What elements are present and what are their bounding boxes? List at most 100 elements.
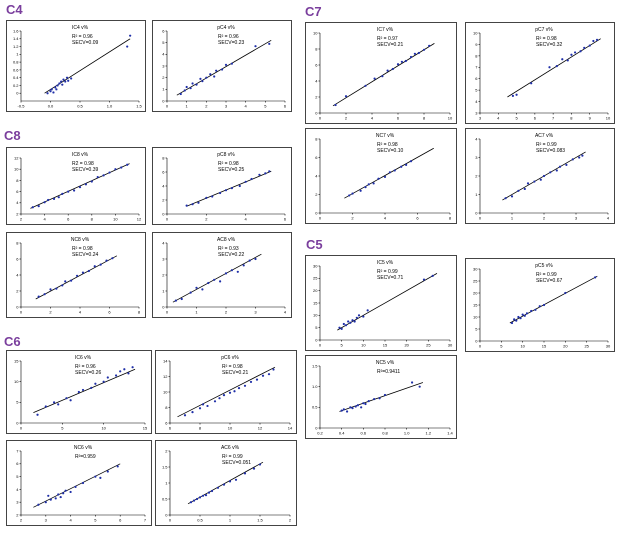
chart-title: NC5 v% (376, 360, 395, 366)
y-tick-label: 5 (475, 88, 478, 93)
x-tick-label: 2 (225, 310, 228, 315)
data-point (372, 182, 375, 185)
data-point (58, 82, 61, 85)
data-point (127, 372, 130, 375)
data-point (356, 404, 360, 407)
data-point (54, 497, 57, 500)
data-point (189, 87, 192, 90)
data-point (183, 414, 187, 417)
data-point (367, 400, 370, 403)
data-point (93, 265, 96, 268)
data-point (129, 34, 132, 37)
y-tick-label: 7 (475, 65, 478, 70)
x-tick-label: 10 (101, 426, 106, 431)
data-point (243, 384, 247, 387)
y-tick-label: 1.0 (312, 384, 318, 389)
y-tick-label: 0.2 (13, 83, 19, 88)
stat-annotation: R² = 0.97 (377, 36, 398, 42)
data-point (252, 467, 256, 470)
data-point (114, 168, 117, 171)
regression-line (337, 273, 438, 331)
data-point (595, 38, 599, 41)
data-point (37, 295, 40, 298)
data-point (119, 370, 122, 373)
stat-annotation: SECV=0.23 (218, 40, 244, 46)
data-point (594, 276, 597, 279)
chart-panel-ac7: 0 1 2 3 4 0 1 2 3 4 AC7 v% R² = 0.99 SECV=0.083 (465, 128, 615, 224)
data-point (73, 189, 76, 192)
y-tick-label: 6 (162, 169, 165, 174)
y-tick-label: 0 (162, 98, 165, 103)
x-tick-label: 0 (166, 217, 169, 222)
x-tick-label: 15 (143, 426, 148, 431)
x-tick-label: 1.5 (257, 518, 263, 523)
data-point (344, 95, 348, 98)
y-tick-label: 6 (315, 62, 318, 67)
data-point (378, 397, 381, 400)
data-point (228, 391, 232, 394)
x-tick-label: 6 (108, 310, 111, 315)
section-label-c4: C4 (6, 2, 23, 17)
data-point (340, 327, 343, 330)
data-point (555, 169, 558, 172)
chart-panel-pc7: 3 4 5 6 7 8 9 10 3 4 5 6 7 8 9 10 pC7 v% R² = 0.98 SECV=0.… (465, 22, 615, 124)
x-tick-label: -0.5 (18, 104, 26, 109)
data-point (222, 394, 226, 397)
y-tick-label: 4 (16, 200, 19, 205)
x-tick-label: 7 (552, 116, 555, 121)
x-tick-label: 0 (20, 310, 23, 315)
data-point (548, 66, 551, 69)
data-point (213, 400, 217, 403)
data-point (250, 177, 253, 181)
x-tick-label: 0.5 (197, 518, 203, 523)
regression-line (339, 382, 424, 412)
data-point (409, 160, 413, 163)
data-point (57, 493, 60, 496)
data-point (364, 84, 367, 87)
data-point (243, 472, 247, 475)
data-point (65, 397, 68, 400)
x-tick-label: 4 (371, 116, 374, 121)
x-tick-label: 6 (67, 217, 70, 222)
chart-title: IC5 v% (377, 260, 394, 266)
x-tick-label: 4 (245, 104, 248, 109)
data-point (77, 390, 80, 394)
y-tick-label: 20 (313, 288, 318, 293)
data-point (264, 172, 267, 175)
y-tick-label: 2 (16, 288, 19, 293)
data-point (114, 374, 118, 377)
section-label-c5: C5 (306, 237, 323, 252)
data-point (418, 385, 421, 388)
y-tick-label: 4 (16, 272, 19, 277)
x-tick-label: 1 (195, 310, 198, 315)
data-point (504, 197, 507, 200)
stat-annotation: R² = 0.98 (72, 246, 93, 252)
data-point (236, 270, 239, 273)
data-point (261, 374, 265, 377)
chart-nc6: 2 3 4 5 6 7 2 3 4 5 6 7 NC6 v% R²=0.959 (16, 445, 147, 523)
data-point (249, 380, 253, 384)
x-tick-label: 20 (563, 344, 568, 349)
x-tick-label: 6 (534, 116, 537, 121)
data-point (222, 483, 226, 486)
regression-line (176, 39, 272, 96)
data-point (62, 492, 65, 495)
y-tick-label: 1.5 (312, 363, 318, 368)
data-point (90, 180, 93, 183)
y-tick-label: 7 (16, 448, 19, 453)
data-point (49, 288, 52, 291)
y-tick-label: 1 (475, 192, 478, 197)
x-tick-label: 10 (606, 116, 611, 121)
x-tick-label: 25 (426, 343, 431, 348)
chart-title: NC6 v% (74, 445, 93, 451)
y-tick-label: 10 (14, 379, 19, 384)
x-tick-label: 0.8 (382, 431, 388, 436)
y-tick-label: 6 (16, 461, 19, 466)
data-point (189, 291, 192, 294)
data-point (126, 45, 129, 48)
stat-annotation: SECV=0.051 (222, 460, 251, 466)
data-point (65, 76, 69, 79)
data-point (205, 196, 208, 199)
